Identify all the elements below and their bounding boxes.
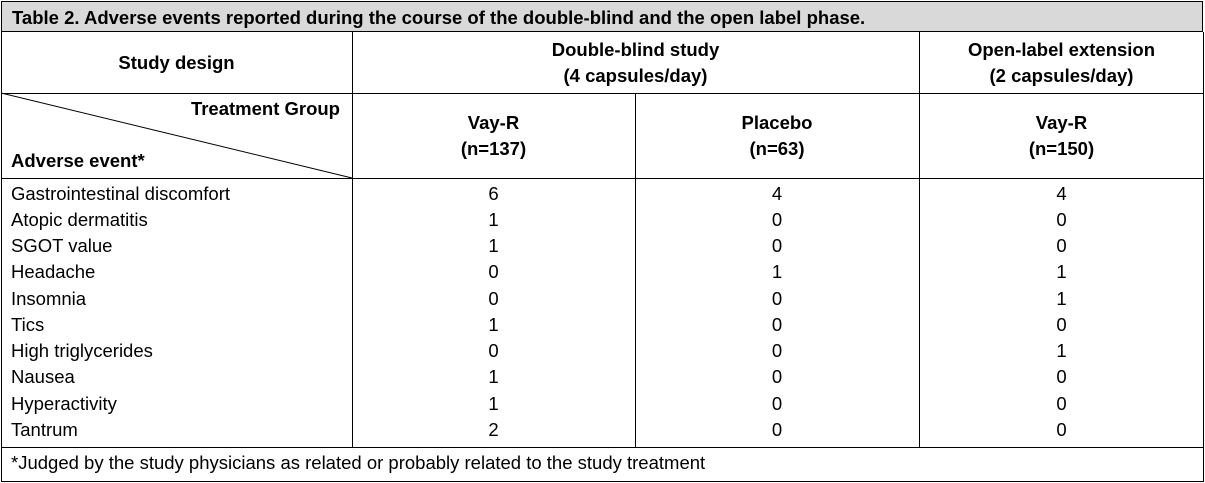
row-db-vayr: 1	[488, 235, 499, 256]
column-divider-1	[352, 32, 353, 447]
row-ol-vayr: 1	[1056, 340, 1067, 361]
header-double-blind-dose: (4 capsules/day)	[563, 65, 708, 86]
table-frame	[1, 32, 1204, 482]
row-db-vayr: 0	[488, 288, 499, 309]
row-db-placebo: 4	[771, 183, 783, 204]
row-db-placebo: 0	[771, 366, 783, 387]
header-col3-name: Vay-R	[1035, 112, 1088, 133]
row-db-vayr: 6	[488, 183, 499, 204]
row-db-vayr: 0	[488, 340, 499, 361]
header-open-label-dose: (2 capsules/day)	[989, 65, 1134, 86]
row-db-vayr: 1	[488, 393, 499, 414]
header-open-label-title: Open-label extension	[967, 39, 1156, 60]
corner-diagonal	[1, 92, 353, 179]
row-event-label: High triglycerides	[11, 340, 153, 361]
header-col1-n: (n=137)	[460, 138, 527, 159]
table-title: Table 2. Adverse events reported during …	[1, 1, 1203, 32]
row-event-label: Gastrointestinal discomfort	[11, 183, 231, 204]
row-db-placebo: 0	[771, 235, 783, 256]
row-db-placebo: 0	[771, 393, 783, 414]
adverse-events-table: Study design Double-blind study (4 capsu…	[1, 32, 1204, 482]
row-db-placebo: 0	[771, 314, 783, 335]
row-db-placebo: 1	[771, 261, 783, 282]
row-ol-vayr: 0	[1056, 314, 1067, 335]
row-db-vayr: 0	[488, 261, 499, 282]
header-divider-top	[1, 93, 1204, 94]
row-event-label: Tantrum	[11, 419, 78, 440]
row-ol-vayr: 1	[1056, 288, 1067, 309]
row-event-label: Insomnia	[11, 288, 87, 309]
header-double-blind-title: Double-blind study	[551, 39, 720, 60]
row-db-placebo: 0	[771, 419, 783, 440]
header-divider-bottom	[1, 178, 1204, 179]
row-db-placebo: 0	[771, 209, 783, 230]
row-ol-vayr: 1	[1056, 261, 1067, 282]
row-ol-vayr: 0	[1056, 209, 1067, 230]
header-col1-name: Vay-R	[467, 112, 520, 133]
row-event-label: Atopic dermatitis	[11, 209, 148, 230]
header-col3-n: (n=150)	[1028, 138, 1095, 159]
row-ol-vayr: 0	[1056, 366, 1067, 387]
footnote-divider	[1, 447, 1204, 448]
row-ol-vayr: 0	[1056, 419, 1067, 440]
header-study-design: Study design	[118, 52, 235, 73]
row-db-vayr: 2	[488, 419, 499, 440]
row-event-label: Hyperactivity	[11, 393, 117, 414]
row-db-vayr: 1	[488, 366, 499, 387]
row-db-placebo: 0	[771, 288, 783, 309]
row-db-vayr: 1	[488, 314, 499, 335]
row-event-label: Nausea	[11, 366, 75, 387]
row-ol-vayr: 4	[1056, 183, 1067, 204]
header-col2-name: Placebo	[741, 112, 813, 133]
row-event-label: SGOT value	[11, 235, 113, 256]
row-db-placebo: 0	[771, 340, 783, 361]
row-ol-vayr: 0	[1056, 393, 1067, 414]
header-treatment-group: Treatment Group	[190, 98, 340, 119]
table-footnote: *Judged by the study physicians as relat…	[11, 452, 706, 473]
header-col2-n: (n=63)	[749, 138, 805, 159]
header-adverse-event: Adverse event*	[11, 150, 145, 171]
column-divider-3	[919, 32, 920, 447]
column-divider-2	[635, 93, 636, 447]
row-event-label: Headache	[11, 261, 96, 282]
row-ol-vayr: 0	[1056, 235, 1067, 256]
row-event-label: Tics	[11, 314, 45, 335]
row-db-vayr: 1	[488, 209, 499, 230]
